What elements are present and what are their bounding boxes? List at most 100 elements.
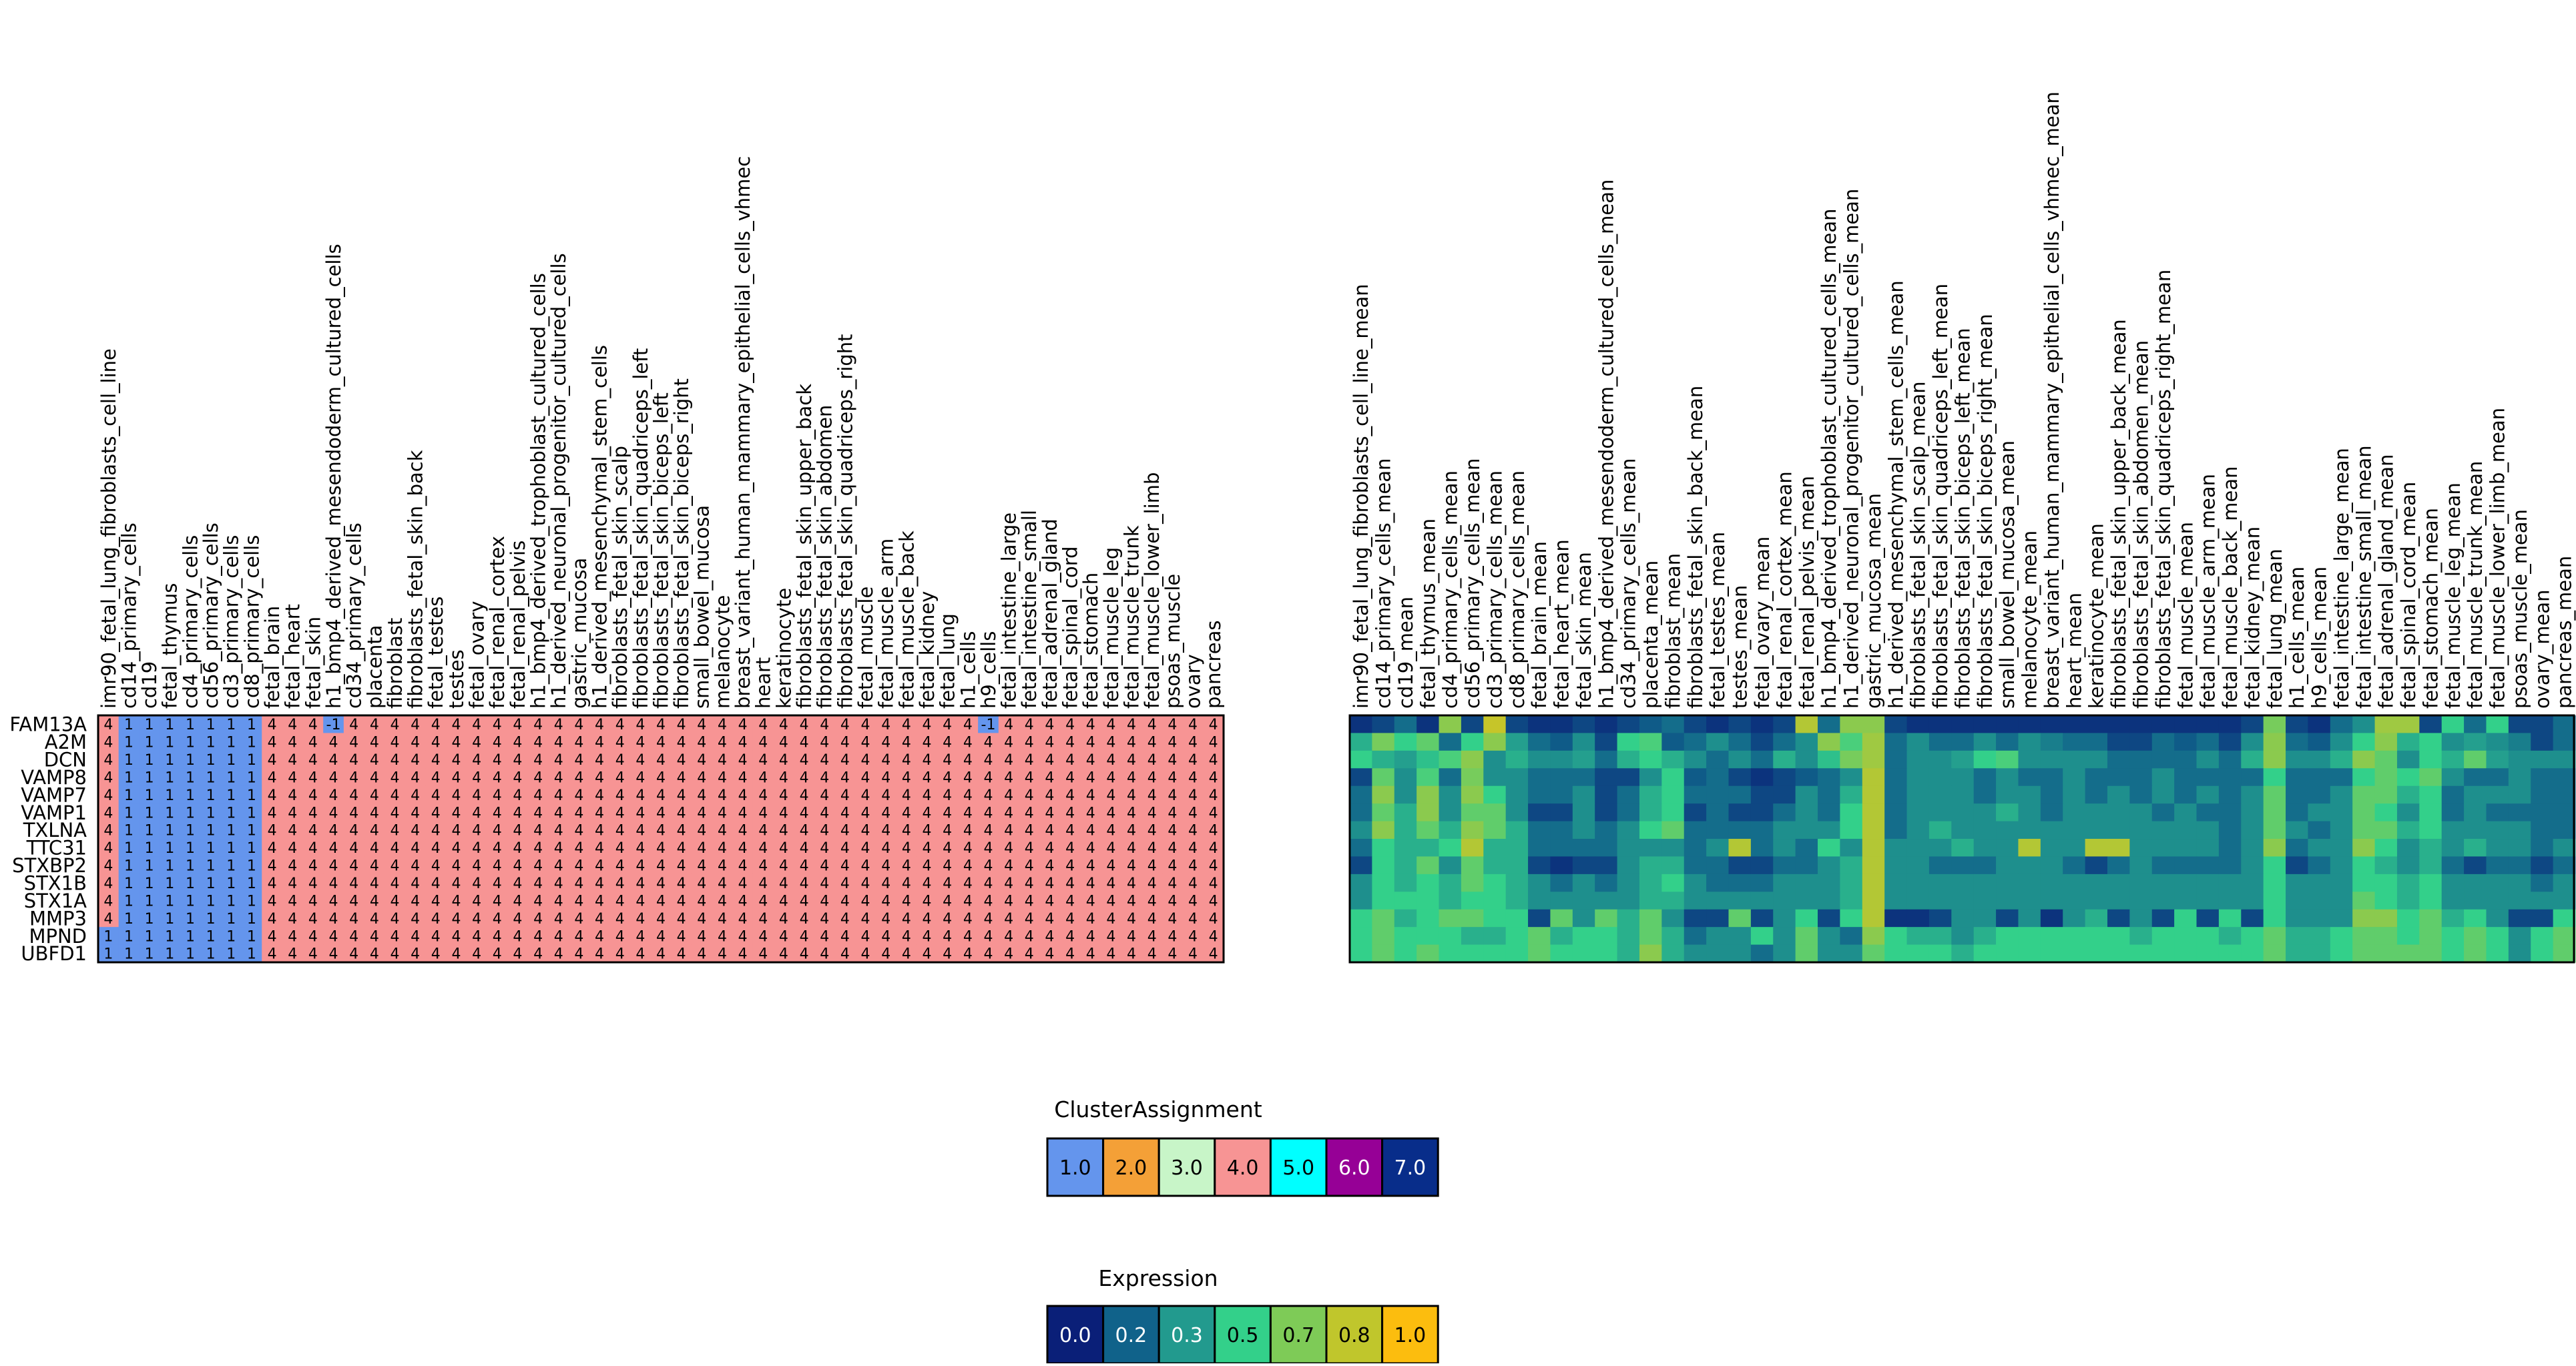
- legend-label: 4.0: [1227, 1156, 1259, 1180]
- expression-cell: [1639, 892, 1662, 910]
- expression-cell: [1350, 892, 1372, 910]
- expression-cell: [1483, 944, 1507, 963]
- cluster-cell: [343, 733, 365, 751]
- cluster-cell-label: 4: [1004, 735, 1013, 751]
- cluster-cell: [752, 733, 774, 751]
- cluster-cell-label: 4: [308, 840, 318, 857]
- cluster-cell: [773, 785, 794, 804]
- cluster-cell-label: 1: [226, 735, 236, 751]
- expression-cell: [1951, 768, 1975, 787]
- cluster-cell-label: 4: [861, 858, 870, 875]
- cluster-cell-label: 4: [656, 735, 666, 751]
- column-label: fetal_heart_mean: [1551, 539, 1573, 709]
- cluster-cell-label: 4: [533, 752, 543, 769]
- cluster-cell: [630, 803, 652, 822]
- cluster-cell: [834, 803, 856, 822]
- cluster-cell-label: 4: [329, 787, 338, 804]
- expression-cell: [1550, 944, 1573, 963]
- cluster-cell: [1101, 733, 1122, 751]
- cluster-cell-label: 4: [513, 876, 522, 892]
- expression-cell: [1416, 733, 1440, 751]
- cluster-cell-label: 4: [329, 735, 338, 751]
- expression-cell: [1840, 750, 1863, 769]
- cluster-cell: [323, 750, 344, 769]
- expression-cell: [2018, 768, 2041, 787]
- cluster-cell: [323, 785, 344, 804]
- cluster-cell: [1080, 821, 1101, 839]
- cluster-cell-label: 4: [840, 928, 850, 945]
- expression-cell: [1684, 768, 1707, 787]
- cluster-cell: [998, 821, 1019, 839]
- cluster-cell: [855, 874, 876, 892]
- cluster-cell-label: 4: [800, 823, 809, 839]
- cluster-cell: [139, 874, 160, 892]
- expression-cell: [1973, 874, 1997, 892]
- cluster-cell-label: 4: [1086, 911, 1095, 928]
- cluster-cell-label: 4: [1188, 752, 1198, 769]
- cluster-cell-label: 4: [1065, 805, 1075, 821]
- cluster-cell: [446, 821, 467, 839]
- cluster-cell-label: 4: [595, 752, 604, 769]
- cluster-cell-label: 4: [349, 928, 358, 945]
- cluster-cell: [1059, 733, 1081, 751]
- expression-cell: [2018, 839, 2041, 857]
- expression-cell: [1773, 909, 1796, 928]
- expression-cell: [2063, 733, 2086, 751]
- expression-cell: [2330, 839, 2353, 857]
- column-label: cd4_primary_cells_mean: [1439, 470, 1462, 709]
- cluster-cell-label: 4: [1025, 735, 1034, 751]
- cluster-cell: [1182, 733, 1204, 751]
- expression-cell: [1951, 856, 1975, 875]
- expression-cell: [1906, 715, 1930, 733]
- expression-cell: [2419, 821, 2442, 839]
- cluster-cell: [527, 715, 549, 733]
- expression-cell: [2308, 909, 2331, 928]
- expression-cell: [1550, 750, 1573, 769]
- expression-cell: [1572, 909, 1595, 928]
- expression-cell: [2441, 803, 2465, 822]
- cluster-cell: [855, 839, 876, 857]
- expression-cell: [2218, 715, 2242, 733]
- expression-cell: [2374, 821, 2398, 839]
- cluster-cell-label: 4: [677, 787, 686, 804]
- cluster-cell: [978, 856, 999, 875]
- cluster-cell-label: 4: [493, 911, 502, 928]
- expression-cell: [1661, 768, 1685, 787]
- cluster-cell-label: 4: [861, 946, 870, 963]
- cluster-cell-label: 1: [103, 946, 113, 963]
- column-label: cd14_primary_cells_mean: [1372, 458, 1395, 709]
- cluster-cell: [343, 874, 365, 892]
- cluster-cell: [220, 750, 242, 769]
- cluster-cell: [998, 856, 1019, 875]
- cluster-cell: [834, 733, 856, 751]
- expression-cell: [2196, 874, 2220, 892]
- expression-cell: [2218, 750, 2242, 769]
- cluster-cell: [343, 803, 365, 822]
- expression-cell: [2330, 944, 2353, 963]
- cluster-cell-label: 4: [1147, 752, 1157, 769]
- cluster-cell: [957, 768, 979, 787]
- cluster-cell: [139, 785, 160, 804]
- cluster-cell: [589, 715, 610, 733]
- cluster-cell-label: 4: [861, 769, 870, 786]
- cluster-cell-label: 1: [206, 735, 216, 751]
- column-label: testes: [445, 649, 468, 709]
- cluster-cell-label: 4: [697, 717, 706, 733]
- cluster-cell-label: 4: [595, 717, 604, 733]
- expression-cell: [2352, 768, 2376, 787]
- cluster-cell-label: 4: [635, 928, 645, 945]
- cluster-cell-label: 4: [1086, 928, 1095, 945]
- cluster-cell-label: 4: [1168, 893, 1177, 910]
- cluster-cell-label: 4: [1045, 946, 1054, 963]
- cluster-cell-label: 4: [1045, 805, 1054, 821]
- cluster-cell: [978, 750, 999, 769]
- cluster-cell: [998, 803, 1019, 822]
- cluster-cell-label: 4: [451, 911, 461, 928]
- cluster-cell-label: 1: [186, 946, 195, 963]
- cluster-cell-label: 4: [308, 769, 318, 786]
- expression-cell: [2085, 715, 2108, 733]
- cluster-cell-label: 1: [247, 840, 256, 857]
- cluster-cell: [773, 715, 794, 733]
- column-label: imr90_fetal_lung_fibroblasts_cell_line: [97, 348, 120, 709]
